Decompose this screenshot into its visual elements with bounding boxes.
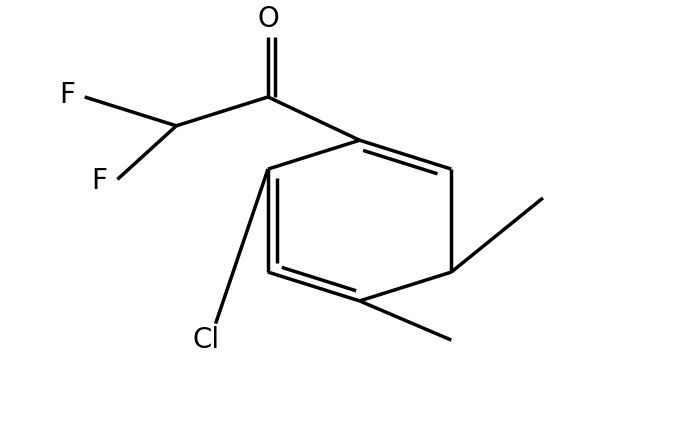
Text: O: O (257, 5, 279, 33)
Text: Cl: Cl (192, 326, 220, 354)
Text: F: F (92, 167, 107, 196)
Text: F: F (59, 81, 75, 109)
